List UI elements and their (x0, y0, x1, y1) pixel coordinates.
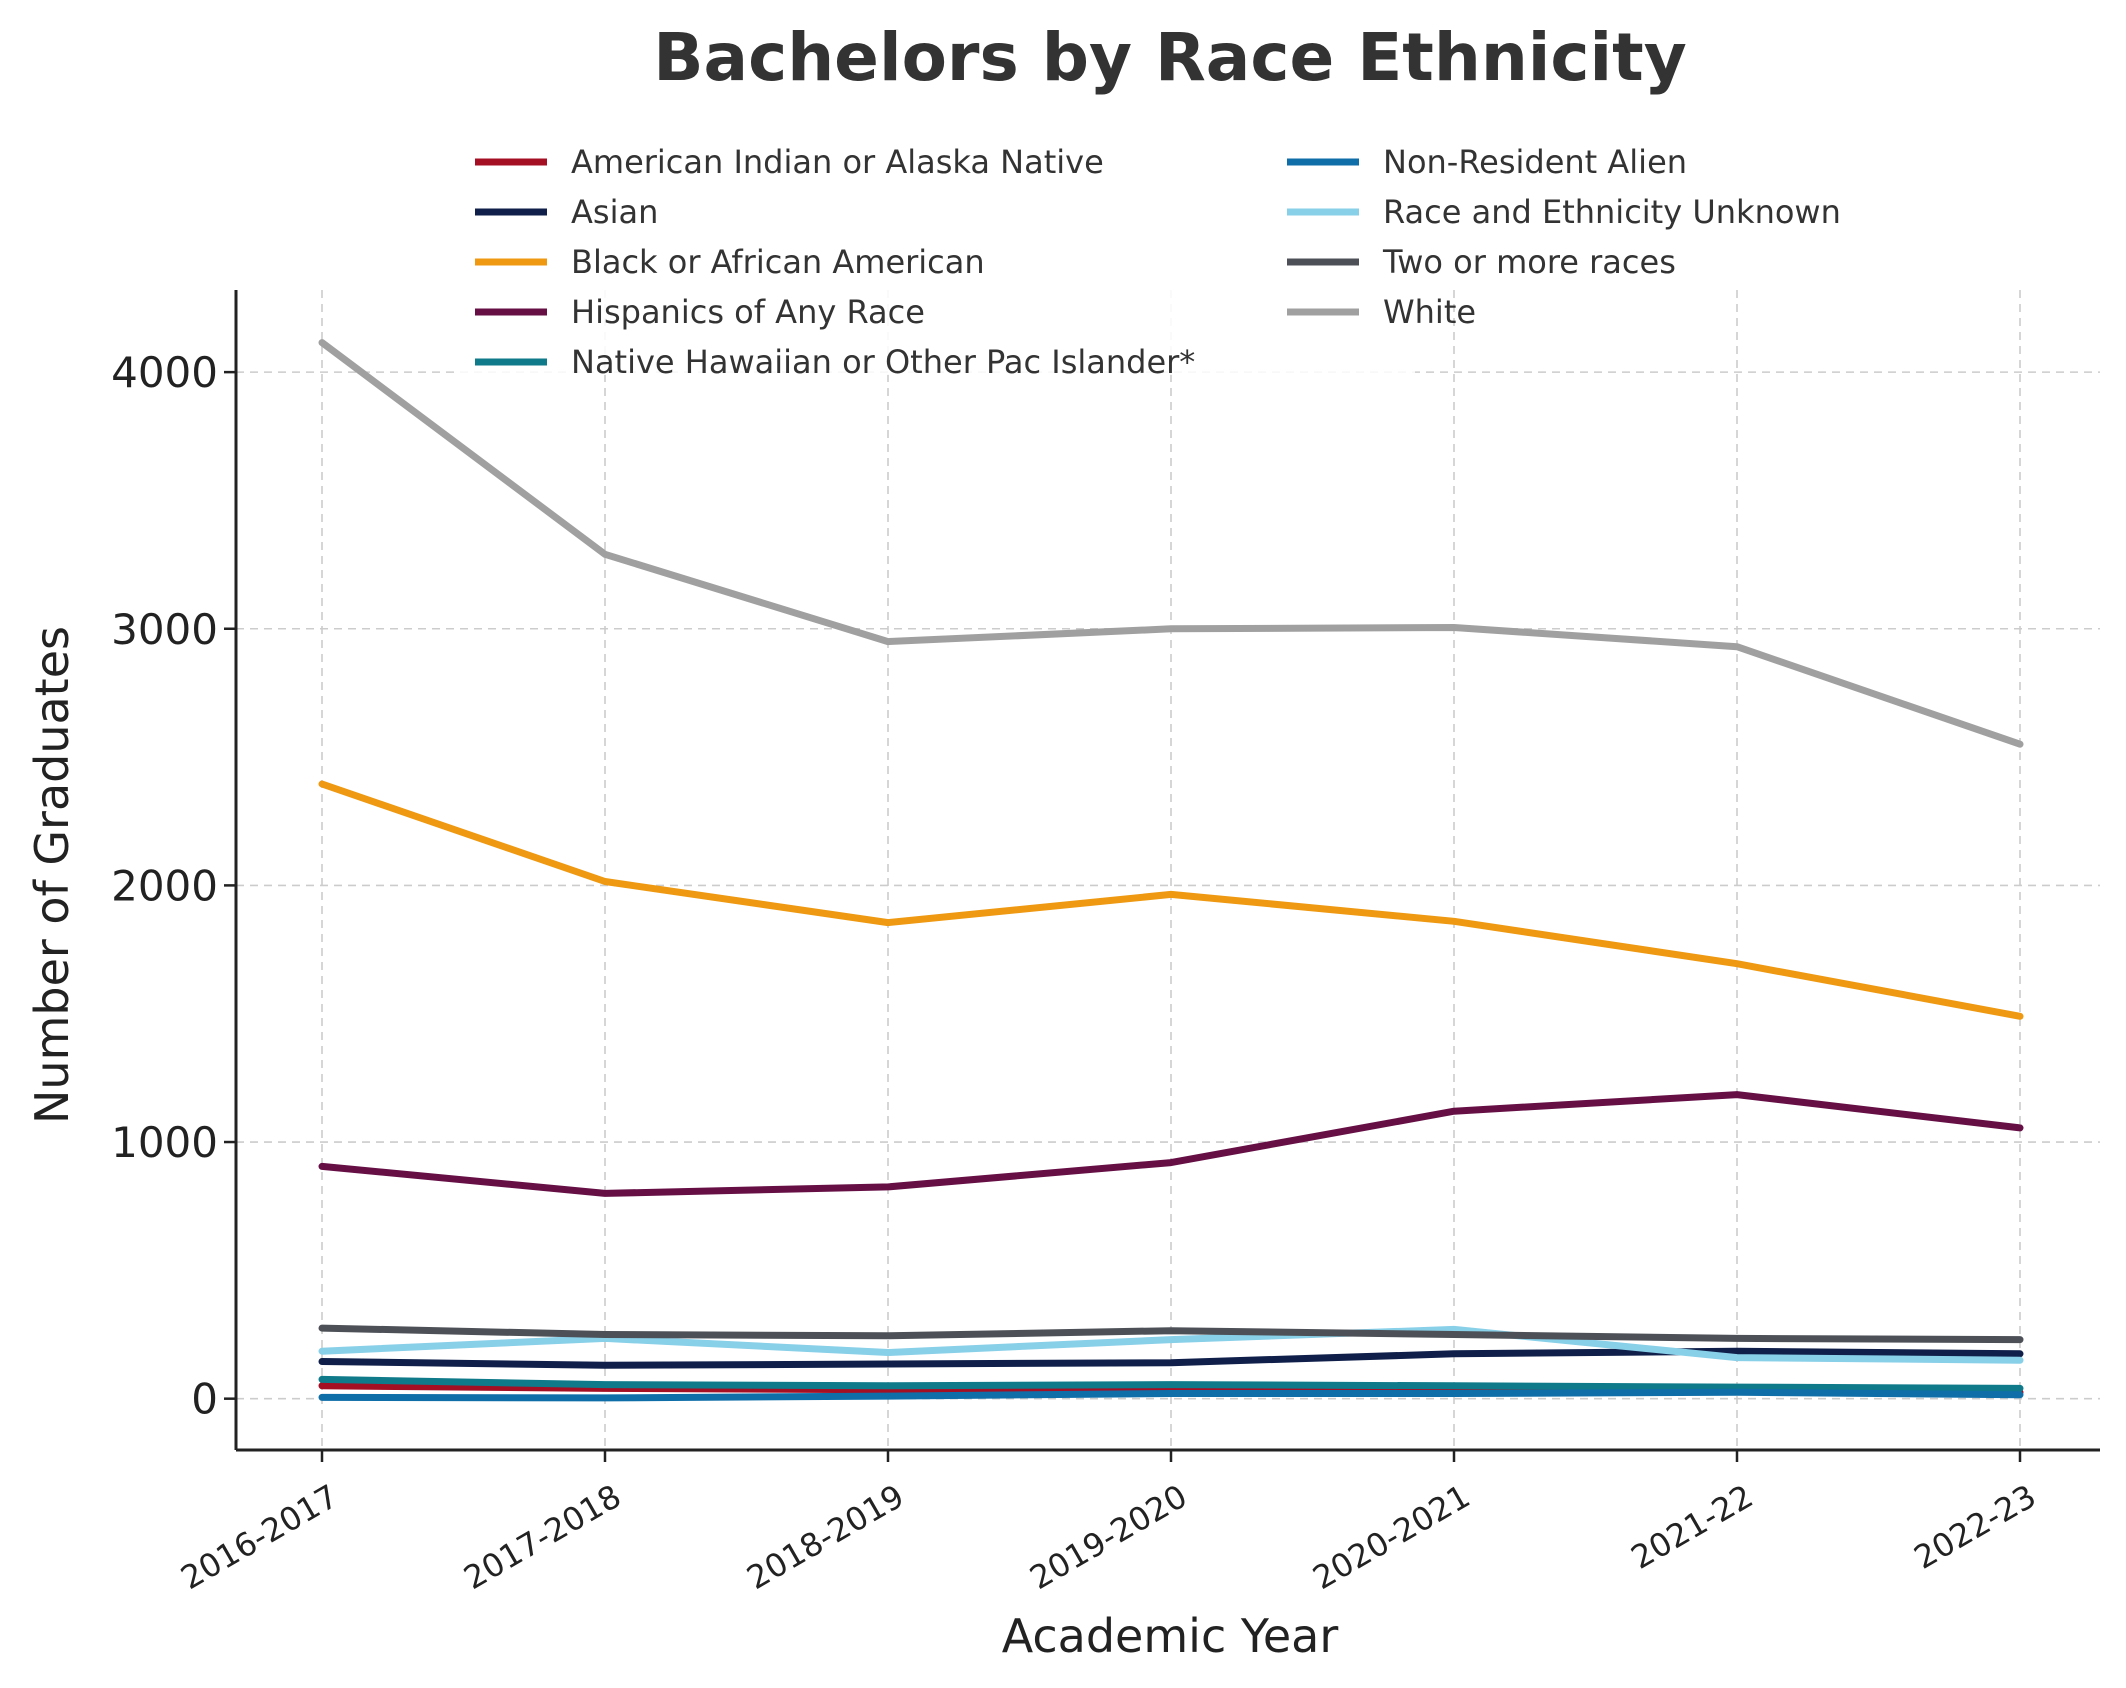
legend-label: Hispanics of Any Race (571, 293, 925, 331)
series-line (318, 1091, 2024, 1197)
series-line (318, 1375, 2024, 1392)
legend-label: American Indian or Alaska Native (571, 143, 1104, 181)
series-line (318, 1388, 2024, 1402)
legend-label: Native Hawaiian or Other Pac Islander* (571, 343, 1195, 381)
x-tick-label: 2017-2018 (457, 1477, 627, 1597)
legend-label: White (1383, 293, 1476, 331)
legend-label: Two or more races (1382, 243, 1676, 281)
y-axis-label: Number of Graduates (25, 626, 79, 1124)
series-line (318, 1347, 2024, 1369)
y-tick-label: 4000 (111, 348, 218, 397)
legend: American Indian or Alaska Native Asian Bla… (455, 130, 1841, 381)
y-tick-label: 1000 (111, 1118, 218, 1167)
y-tick-label: 2000 (111, 861, 218, 910)
series-line (318, 339, 2024, 748)
y-tick-label: 3000 (111, 605, 218, 654)
series-line (318, 780, 2024, 1020)
y-tick-label: 0 (191, 1375, 218, 1424)
chart-title: Bachelors by Race Ethnicity (653, 19, 1687, 96)
grid (236, 290, 2100, 1450)
series-lines (318, 339, 2024, 1402)
x-tick-label: 2020-2021 (1306, 1477, 1476, 1597)
x-axis-label: Academic Year (1002, 1609, 1339, 1663)
x-tick-label: 2022-23 (1908, 1477, 2043, 1577)
legend-label: Non-Resident Alien (1383, 143, 1687, 181)
legend-label: Black or African American (571, 243, 985, 281)
legend-label: Asian (571, 193, 658, 231)
series-line (318, 1325, 2024, 1364)
legend-background (455, 130, 1415, 375)
x-tick-label: 2018-2019 (740, 1477, 910, 1597)
x-tick-label: 2016-2017 (174, 1477, 344, 1597)
x-tick-label: 2021-22 (1625, 1477, 1760, 1577)
x-tick-label: 2019-2020 (1023, 1477, 1193, 1597)
legend-label: Race and Ethnicity Unknown (1383, 193, 1841, 231)
series-line (318, 1324, 2024, 1344)
